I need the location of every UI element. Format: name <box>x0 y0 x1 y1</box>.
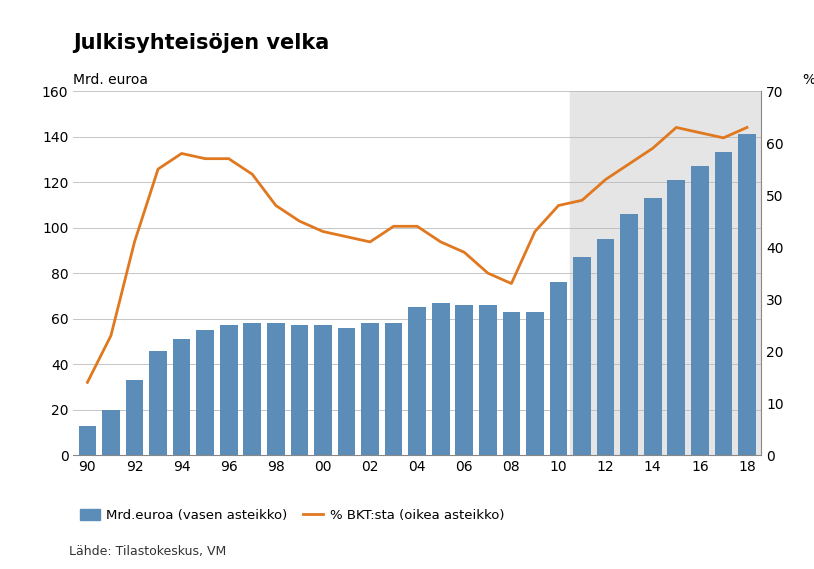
Bar <box>502 312 520 455</box>
Bar <box>573 257 591 455</box>
Bar <box>715 152 733 455</box>
Bar <box>314 325 332 455</box>
Bar <box>173 339 190 455</box>
Bar <box>79 426 96 455</box>
Text: Lähde: Tilastokeskus, VM: Lähde: Tilastokeskus, VM <box>69 545 226 558</box>
Bar <box>644 198 662 455</box>
Bar <box>738 134 755 455</box>
Bar <box>196 330 214 455</box>
Bar <box>149 351 167 455</box>
Bar <box>125 380 143 455</box>
Bar <box>597 239 615 455</box>
Bar <box>526 312 544 455</box>
Bar <box>691 166 709 455</box>
Text: %: % <box>803 73 814 88</box>
Bar <box>243 323 261 455</box>
Bar <box>385 323 402 455</box>
Bar <box>361 323 379 455</box>
Bar <box>338 328 356 455</box>
Bar <box>667 180 685 455</box>
Bar <box>291 325 309 455</box>
Bar <box>456 305 473 455</box>
Text: Julkisyhteisöjen velka: Julkisyhteisöjen velka <box>73 34 330 53</box>
Bar <box>432 303 449 455</box>
Bar <box>102 410 120 455</box>
Text: Mrd. euroa: Mrd. euroa <box>73 73 148 88</box>
Bar <box>220 325 238 455</box>
Bar <box>409 307 426 455</box>
Bar <box>549 282 567 455</box>
Legend: Mrd.euroa (vasen asteikko), % BKT:sta (oikea asteikko): Mrd.euroa (vasen asteikko), % BKT:sta (o… <box>80 509 504 522</box>
Bar <box>571 91 760 455</box>
Bar <box>479 305 497 455</box>
Bar <box>620 214 638 455</box>
Bar <box>267 323 285 455</box>
